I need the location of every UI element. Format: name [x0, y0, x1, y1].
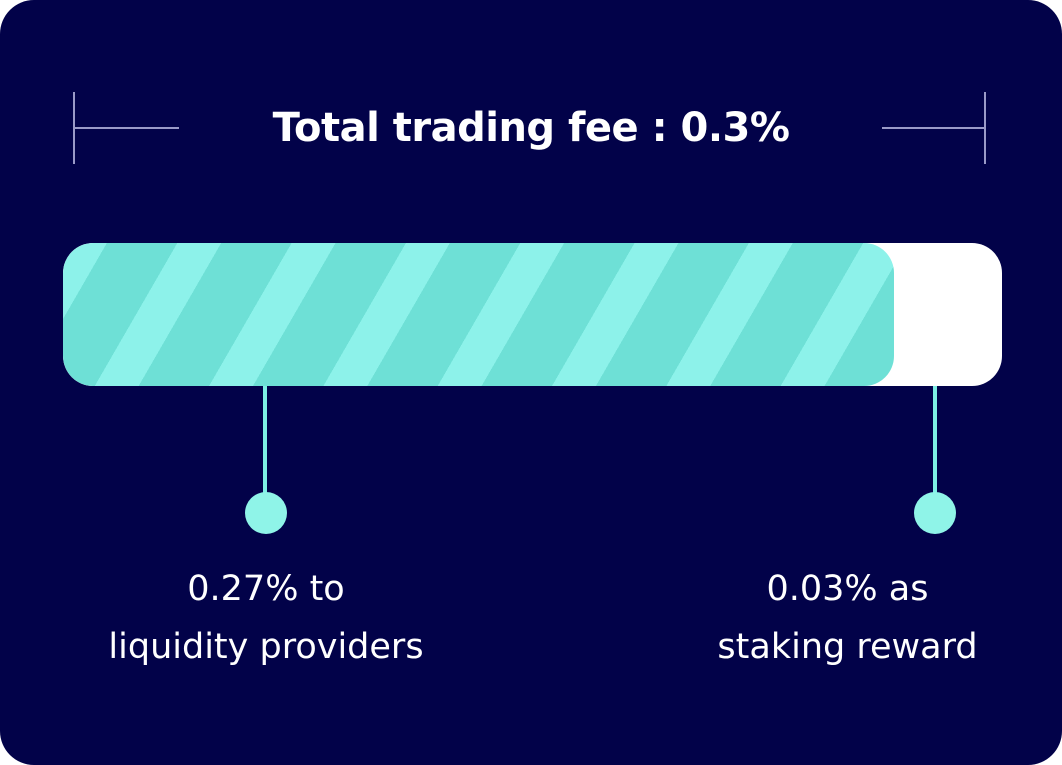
- staking-label-line1: 0.03% as: [766, 569, 929, 609]
- bracket-left-horizontal: [73, 127, 179, 129]
- total-fee-title: Total trading fee : 0.3%: [272, 105, 790, 151]
- liquidity-connector-line: [263, 386, 267, 506]
- staking-connector-dot: [914, 492, 956, 534]
- liquidity-provider-segment: [63, 243, 894, 386]
- liquidity-label-line1: 0.27% to: [187, 569, 345, 609]
- staking-connector-line: [933, 386, 937, 506]
- staking-label-line2: staking reward: [717, 627, 978, 667]
- bracket-right-horizontal: [882, 127, 986, 129]
- liquidity-connector-dot: [245, 492, 287, 534]
- staking-reward-label: 0.03% as staking reward: [680, 560, 1015, 676]
- liquidity-provider-label: 0.27% to liquidity providers: [62, 560, 470, 676]
- fee-bar-track: [63, 243, 1002, 386]
- liquidity-label-line2: liquidity providers: [108, 627, 424, 667]
